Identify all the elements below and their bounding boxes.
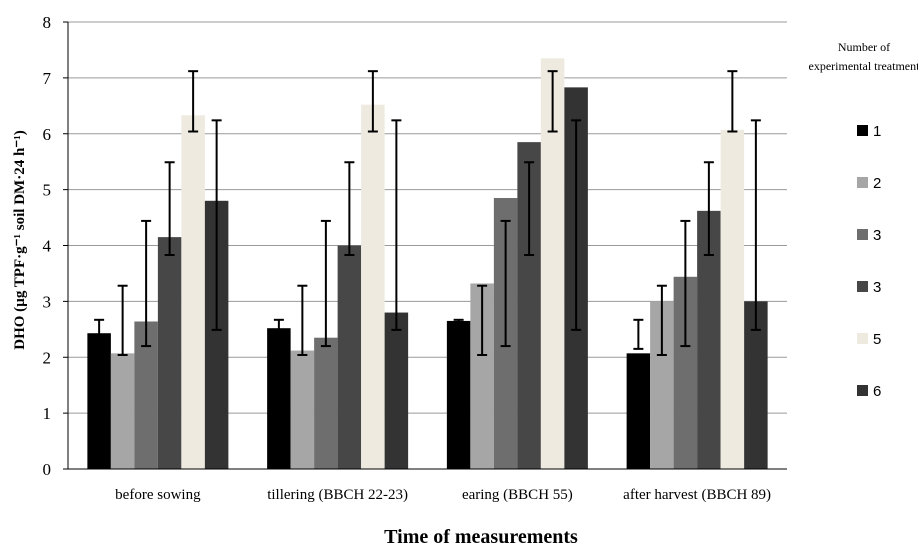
y-tick-label-7: 7 [43, 69, 52, 88]
bar-cat1-series5 [181, 115, 205, 469]
superscript: ⁻¹ [12, 234, 28, 246]
y-tick-label-0: 0 [43, 460, 52, 479]
bar-cat3-series1 [446, 320, 471, 469]
legend-swatch-6 [857, 385, 868, 396]
x-tick-label-4: after harvest (BBCH 89) [623, 487, 771, 503]
y-axis-title: DHO (µg TPF·g⁻¹ soil DM·24 h⁻¹) [12, 130, 28, 349]
y-axis-title-part: DHO (µg TPF·g [12, 246, 28, 350]
bars [87, 58, 768, 470]
legend-label-3: 3 [873, 227, 881, 244]
bar-cat4-series2 [650, 301, 674, 469]
bar-cat2-series4 [337, 245, 362, 469]
bar-cat2-series5 [361, 104, 385, 469]
y-axis-title-part: soil DM·24 h [12, 147, 28, 234]
legend-label-6: 6 [873, 383, 881, 400]
legend-title-line-1: Number of [838, 40, 890, 54]
bar-cat3-series5 [540, 58, 565, 469]
y-tick-label-3: 3 [43, 292, 52, 311]
bar-cat2-series2 [290, 350, 315, 469]
y-tick-label-6: 6 [43, 125, 52, 144]
y-tick-label-1: 1 [43, 404, 52, 423]
bar-cat4-series4 [697, 210, 721, 470]
bar-cat2-series3 [314, 337, 338, 469]
bar-cat1-series6 [204, 200, 229, 470]
legend-swatch-3 [857, 229, 868, 240]
superscript: ⁻¹ [12, 135, 28, 147]
bar-cat1-series3 [134, 321, 158, 469]
legend-title-line-2: experimental treatment [809, 59, 918, 73]
bar-cat4-series1 [626, 353, 651, 469]
axes [67, 22, 787, 470]
legend: Number of experimental treatment 1 2 3 3 5 6 [809, 40, 918, 400]
legend-label-1: 1 [873, 123, 881, 140]
bar-cat1-series4 [157, 237, 182, 469]
bar-cat4-series5 [720, 129, 745, 469]
legend-label-5: 5 [873, 331, 881, 348]
x-tick-label-2: tillering (BBCH 22-23) [267, 487, 408, 503]
y-tick-label-8: 8 [43, 13, 52, 32]
bar-cat3-series4 [517, 142, 541, 469]
bar-cat4-series6 [744, 301, 768, 469]
y-tick-labels: 0 1 2 3 4 5 6 7 8 [43, 13, 52, 479]
error-bars [94, 70, 761, 357]
legend-swatch-2 [857, 177, 868, 188]
bar-cat1-series1 [87, 333, 111, 469]
legend-swatch-1 [857, 125, 868, 136]
bar-cat2-series1 [267, 328, 291, 469]
x-tick-labels: before sowing tillering (BBCH 22-23) earin… [115, 487, 771, 503]
y-tick-label-5: 5 [43, 181, 52, 200]
y-tick-label-4: 4 [43, 237, 52, 256]
y-tick-label-2: 2 [43, 348, 52, 367]
y-axis-title-part: ) [12, 130, 28, 135]
bar-cat3-series2 [470, 283, 494, 469]
bar-cat1-series2 [110, 353, 135, 469]
x-tick-label-1: before sowing [115, 487, 201, 503]
x-tick-label-3: earing (BBCH 55) [462, 487, 573, 503]
x-axis-title: Time of measurements [384, 526, 578, 547]
bar-cat4-series3 [673, 276, 698, 469]
legend-swatch-5 [857, 333, 868, 344]
legend-swatch-4 [857, 281, 868, 292]
legend-label-4: 3 [873, 279, 881, 296]
bar-cat2-series6 [384, 312, 409, 469]
legend-label-2: 2 [873, 175, 881, 192]
